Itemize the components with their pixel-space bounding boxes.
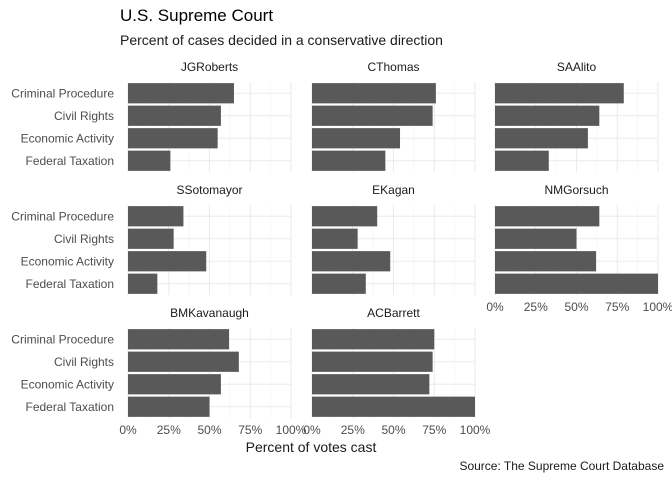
bar-saalito-federal-taxation <box>495 150 549 171</box>
x-tick-label: 25% <box>157 423 181 437</box>
x-tick-label: 75% <box>238 423 262 437</box>
facet-label-nmgorsuch: NMGorsuch <box>544 183 608 197</box>
bar-cthomas-civil-rights <box>312 105 433 126</box>
x-tick-label: 50% <box>381 423 405 437</box>
bar-ssotomayor-economic-activity <box>128 251 207 272</box>
bar-saalito-criminal-procedure <box>495 83 624 104</box>
x-tick-label: 50% <box>197 423 221 437</box>
bar-ekagan-economic-activity <box>312 251 391 272</box>
x-tick-label: 100% <box>460 423 491 437</box>
y-tick-label: Economic Activity <box>21 377 114 391</box>
bar-nmgorsuch-civil-rights <box>495 228 577 249</box>
bar-jgroberts-criminal-procedure <box>128 83 234 104</box>
bar-ekagan-civil-rights <box>312 228 358 249</box>
bar-ssotomayor-civil-rights <box>128 228 174 249</box>
facet-label-cthomas: CThomas <box>367 60 419 74</box>
y-tick-label: Civil Rights <box>54 232 114 246</box>
y-tick-label: Economic Activity <box>21 254 114 268</box>
facet-label-jgroberts: JGRoberts <box>181 60 238 74</box>
bar-cthomas-economic-activity <box>312 128 401 149</box>
facet-label-saalito: SAAlito <box>557 60 597 74</box>
facet-label-ekagan: EKagan <box>372 183 415 197</box>
bar-cthomas-federal-taxation <box>312 150 386 171</box>
facet-label-bmkavanaugh: BMKavanaugh <box>170 306 249 320</box>
y-tick-label: Federal Taxation <box>26 400 115 414</box>
x-tick-label: 25% <box>341 423 365 437</box>
y-tick-label: Criminal Procedure <box>11 86 114 100</box>
x-tick-label: 0% <box>486 300 504 314</box>
bar-ssotomayor-criminal-procedure <box>128 206 184 227</box>
bar-nmgorsuch-economic-activity <box>495 251 597 272</box>
bar-bmkavanaugh-civil-rights <box>128 351 239 372</box>
bar-ssotomayor-federal-taxation <box>128 273 158 294</box>
bar-nmgorsuch-criminal-procedure <box>495 206 600 227</box>
bar-cthomas-criminal-procedure <box>312 83 436 104</box>
x-axis-title: Percent of votes cast <box>246 439 377 455</box>
bar-acbarrett-economic-activity <box>312 374 430 395</box>
chart-caption: Source: The Supreme Court Database <box>459 459 664 473</box>
y-tick-label: Criminal Procedure <box>11 209 114 223</box>
y-tick-label: Economic Activity <box>21 131 114 145</box>
bar-bmkavanaugh-criminal-procedure <box>128 329 230 350</box>
x-tick-label: 75% <box>422 423 446 437</box>
bar-nmgorsuch-federal-taxation <box>495 273 658 294</box>
x-tick-label: 0% <box>119 423 137 437</box>
x-tick-label: 0% <box>303 423 321 437</box>
bar-jgroberts-civil-rights <box>128 105 221 126</box>
bar-jgroberts-economic-activity <box>128 128 218 149</box>
bar-bmkavanaugh-federal-taxation <box>128 396 210 417</box>
bar-jgroberts-federal-taxation <box>128 150 171 171</box>
y-tick-label: Civil Rights <box>54 355 114 369</box>
x-tick-label: 25% <box>524 300 548 314</box>
bar-saalito-civil-rights <box>495 105 600 126</box>
bar-bmkavanaugh-economic-activity <box>128 374 221 395</box>
bar-ekagan-federal-taxation <box>312 273 366 294</box>
y-tick-label: Civil Rights <box>54 109 114 123</box>
chart-subtitle: Percent of cases decided in a conservati… <box>120 32 443 48</box>
bar-acbarrett-criminal-procedure <box>312 329 435 350</box>
bar-acbarrett-civil-rights <box>312 351 433 372</box>
facet-label-ssotomayor: SSotomayor <box>176 183 242 197</box>
bar-saalito-economic-activity <box>495 128 588 149</box>
bar-acbarrett-federal-taxation <box>312 396 475 417</box>
y-tick-label: Federal Taxation <box>26 277 115 291</box>
bar-ekagan-criminal-procedure <box>312 206 378 227</box>
x-tick-label: 100% <box>276 423 307 437</box>
facet-label-acbarrett: ACBarrett <box>367 306 420 320</box>
x-tick-label: 100% <box>643 300 672 314</box>
y-tick-label: Criminal Procedure <box>11 332 114 346</box>
x-tick-label: 75% <box>605 300 629 314</box>
chart-title: U.S. Supreme Court <box>120 6 274 25</box>
y-tick-label: Federal Taxation <box>26 154 115 168</box>
x-tick-label: 50% <box>564 300 588 314</box>
